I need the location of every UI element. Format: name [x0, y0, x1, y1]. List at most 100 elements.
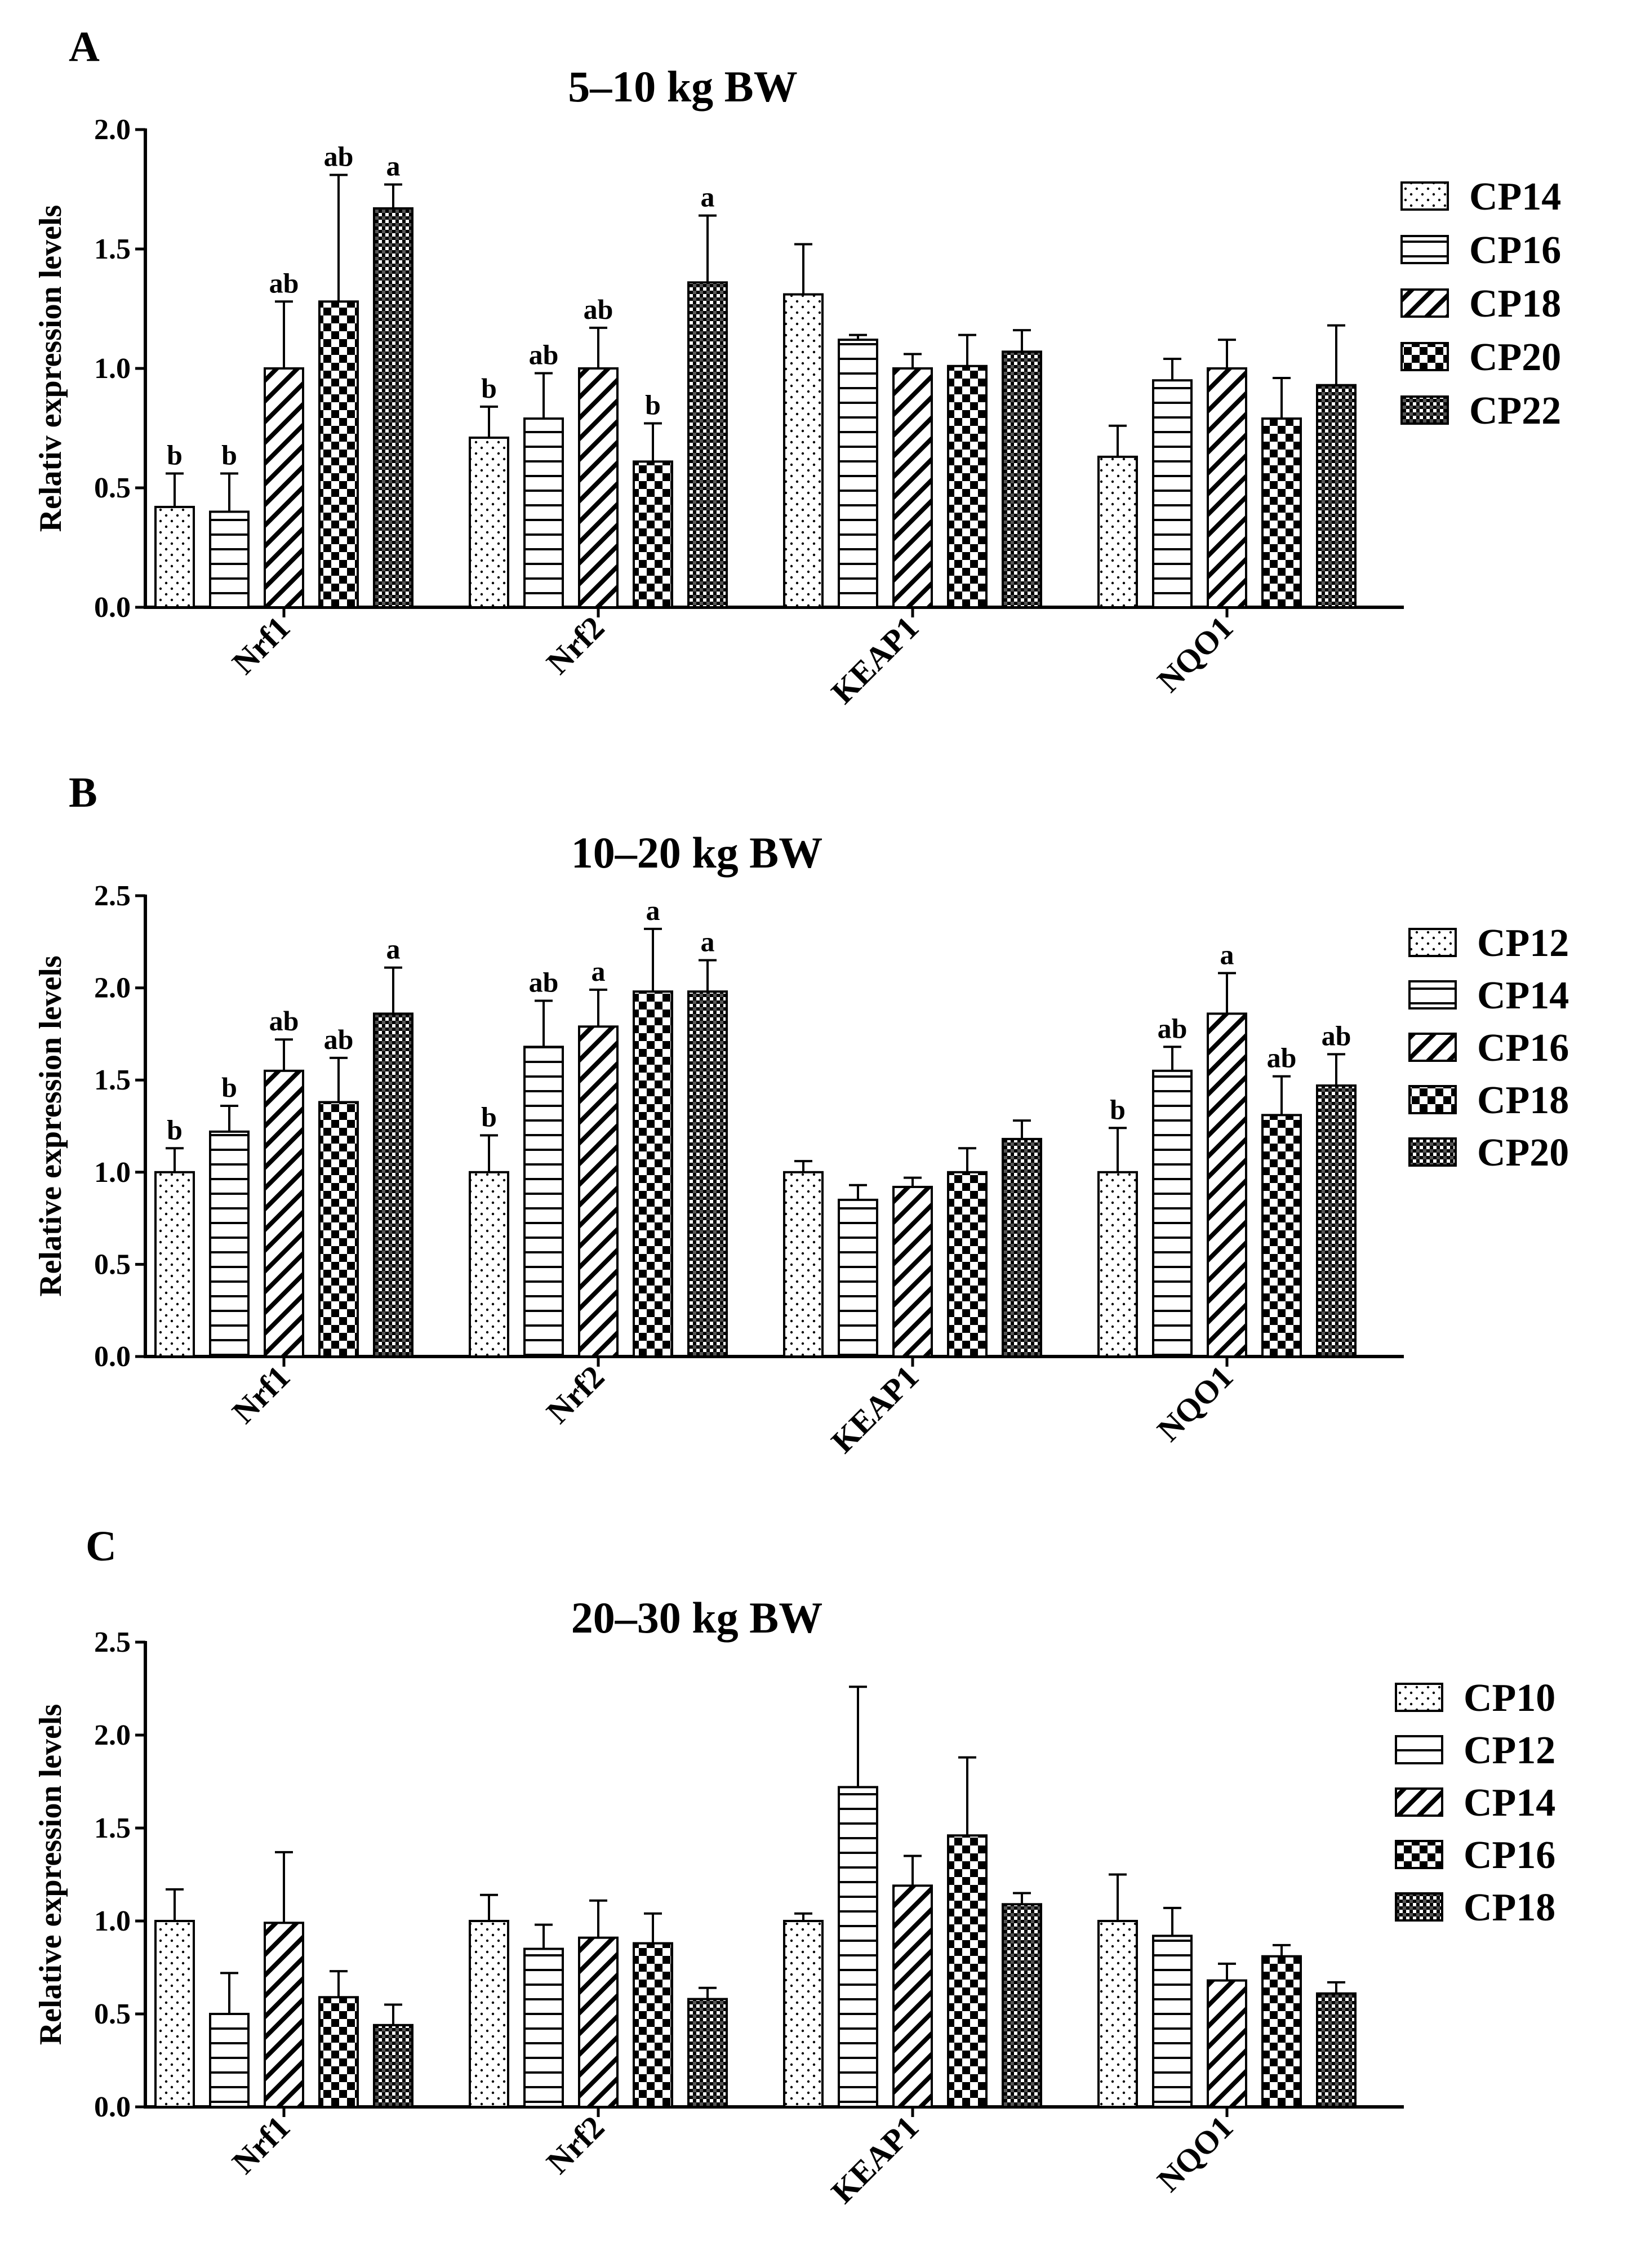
bar-cp14-nrf2 — [523, 1046, 564, 1358]
bar-cp18-keap1 — [892, 367, 933, 608]
bar-cp18-nrf2 — [633, 990, 673, 1358]
x-category-label: KEAP1 — [824, 2109, 926, 2210]
x-category-label: Nrf1 — [225, 2109, 297, 2181]
legend-label: CP22 — [1469, 389, 1561, 433]
significance-letter: b — [1110, 1093, 1126, 1125]
x-category-label: Nrf2 — [539, 1358, 611, 1430]
y-tick-label: 1.0 — [94, 1905, 131, 1937]
bar-cp10-nrf1 — [154, 1920, 195, 2108]
bar-cp16-nqo1 — [1207, 1012, 1247, 1358]
y-axis-label: Relative expression levels — [33, 955, 68, 1297]
bar-cp22-nqo1 — [1316, 384, 1357, 608]
legend: CP10 CP12 CP14 CP16 CP18 — [1395, 1676, 1555, 1929]
significance-letter: a — [701, 181, 715, 213]
significance-letter: a — [386, 150, 401, 182]
bar-cp16-nrf1 — [264, 1069, 304, 1358]
y-tick-label: 1.5 — [94, 1812, 131, 1844]
panels: A 5–10 kg BW 0.0 0.5 1.0 1.5 2.0 Relativ expres… — [33, 23, 1569, 2211]
bar-cp16-nqo1 — [1261, 1955, 1302, 2108]
bar-cp18-nqo1 — [1316, 1992, 1357, 2108]
x-category-label: Nrf1 — [225, 1358, 297, 1430]
bar-cp14-nqo1 — [1152, 1069, 1193, 1358]
legend-label: CP14 — [1464, 1781, 1555, 1825]
bar-cp20-nrf2 — [687, 990, 728, 1358]
chart-panel-c: C 20–30 kg BW 0.0 0.5 1.0 1.5 2.0 2.5 Relative e… — [33, 1523, 1555, 2211]
bar-cp20-nrf1 — [318, 300, 359, 608]
bar-cp14-nrf1 — [209, 1130, 250, 1358]
significance-letter: ab — [584, 293, 613, 325]
legend-label: CP16 — [1477, 1026, 1569, 1070]
y-tick-label: 1.5 — [94, 233, 131, 265]
panel-letter: B — [69, 769, 97, 816]
legend-label: CP16 — [1464, 1834, 1555, 1877]
bar-cp14-nrf1 — [154, 505, 195, 608]
x-category-label: Nrf1 — [225, 609, 297, 681]
y-tick-label: 2.0 — [94, 972, 131, 1004]
legend-swatch — [1408, 980, 1457, 1010]
chart-panel-b: B 10–20 kg BW 0.0 0.5 1.0 1.5 2.0 2.5 Relative e… — [33, 769, 1569, 1460]
y-tick-label: 1.0 — [94, 1157, 131, 1189]
chart-title: 5–10 kg BW — [568, 62, 797, 111]
legend-swatch — [1400, 288, 1449, 318]
bar-cp10-nrf2 — [469, 1920, 509, 2108]
significance-letter: ab — [1322, 1020, 1351, 1051]
bar-cp12-nqo1 — [1152, 1935, 1193, 2108]
chart-title: 20–30 kg BW — [571, 1593, 822, 1642]
x-category-label: NQO1 — [1150, 1358, 1240, 1448]
y-tick-label: 1.5 — [94, 1064, 131, 1096]
bar-cp12-nrf1 — [209, 2013, 250, 2108]
y-tick-label: 2.5 — [94, 1626, 131, 1658]
significance-letter: a — [386, 933, 401, 965]
bar-cp14-keap1 — [783, 293, 824, 608]
significance-letter: b — [167, 439, 183, 471]
legend: CP12 CP14 CP16 CP18 CP20 — [1408, 922, 1569, 1175]
bar-cp16-nrf1 — [318, 1996, 359, 2109]
y-tick-label: 0.0 — [94, 2091, 131, 2123]
significance-letter: ab — [324, 141, 354, 172]
y-tick-label: 0.5 — [94, 472, 131, 504]
legend: CP14 CP16 CP18 CP20 CP22 — [1400, 175, 1561, 433]
bar-cp16-nrf2 — [523, 417, 564, 608]
bar-cp20-nrf2 — [633, 460, 673, 608]
significance-letter: ab — [1158, 1012, 1188, 1044]
significance-letter: ab — [1267, 1042, 1297, 1074]
legend-label: CP12 — [1477, 922, 1569, 965]
bar-cp16-nrf2 — [578, 1025, 619, 1358]
bar-cp14-nqo1 — [1097, 455, 1138, 608]
y-axis-label: Relative expression levels — [33, 1704, 68, 2045]
y-tick-label: 0.0 — [94, 1341, 131, 1373]
x-category-label: NQO1 — [1150, 2109, 1240, 2199]
bar-cp16-nrf2 — [633, 1942, 673, 2109]
bar-cp20-nqo1 — [1316, 1084, 1357, 1358]
bar-cp12-nrf2 — [523, 1947, 564, 2108]
bar-cp18-nqo1 — [1261, 1114, 1302, 1358]
panel-letter: C — [86, 1523, 117, 1570]
chart-title: 10–20 kg BW — [571, 828, 822, 877]
legend-label: CP14 — [1469, 175, 1561, 219]
significance-letter: b — [481, 372, 497, 404]
significance-letter: b — [221, 439, 237, 471]
significance-letter: ab — [529, 967, 559, 998]
y-tick-label: 2.5 — [94, 880, 131, 912]
chart-panel-a: A 5–10 kg BW 0.0 0.5 1.0 1.5 2.0 Relativ expres… — [33, 23, 1561, 711]
panel-letter: A — [69, 23, 100, 70]
y-tick-label: 0.5 — [94, 1998, 131, 2030]
legend-swatch — [1395, 1840, 1443, 1869]
y-axis-label: Relativ expression levels — [33, 205, 68, 532]
bar-cp18-keap1 — [947, 1171, 988, 1358]
bar-cp12-nrf2 — [469, 1171, 509, 1358]
legend-label: CP18 — [1477, 1079, 1569, 1122]
bar-cp14-nrf2 — [578, 1936, 619, 2108]
x-category-label: KEAP1 — [824, 1358, 926, 1460]
significance-letter: a — [592, 955, 606, 987]
significance-letter: ab — [269, 267, 299, 299]
bar-cp20-keap1 — [1002, 1137, 1042, 1358]
legend-swatch — [1408, 928, 1457, 957]
bar-cp18-nrf1 — [318, 1101, 359, 1358]
bar-cp10-keap1 — [783, 1920, 824, 2108]
legend-label: CP20 — [1469, 336, 1561, 379]
legend-label: CP12 — [1464, 1729, 1555, 1772]
y-tick-label: 1.0 — [94, 353, 131, 385]
significance-letter: a — [701, 926, 715, 958]
